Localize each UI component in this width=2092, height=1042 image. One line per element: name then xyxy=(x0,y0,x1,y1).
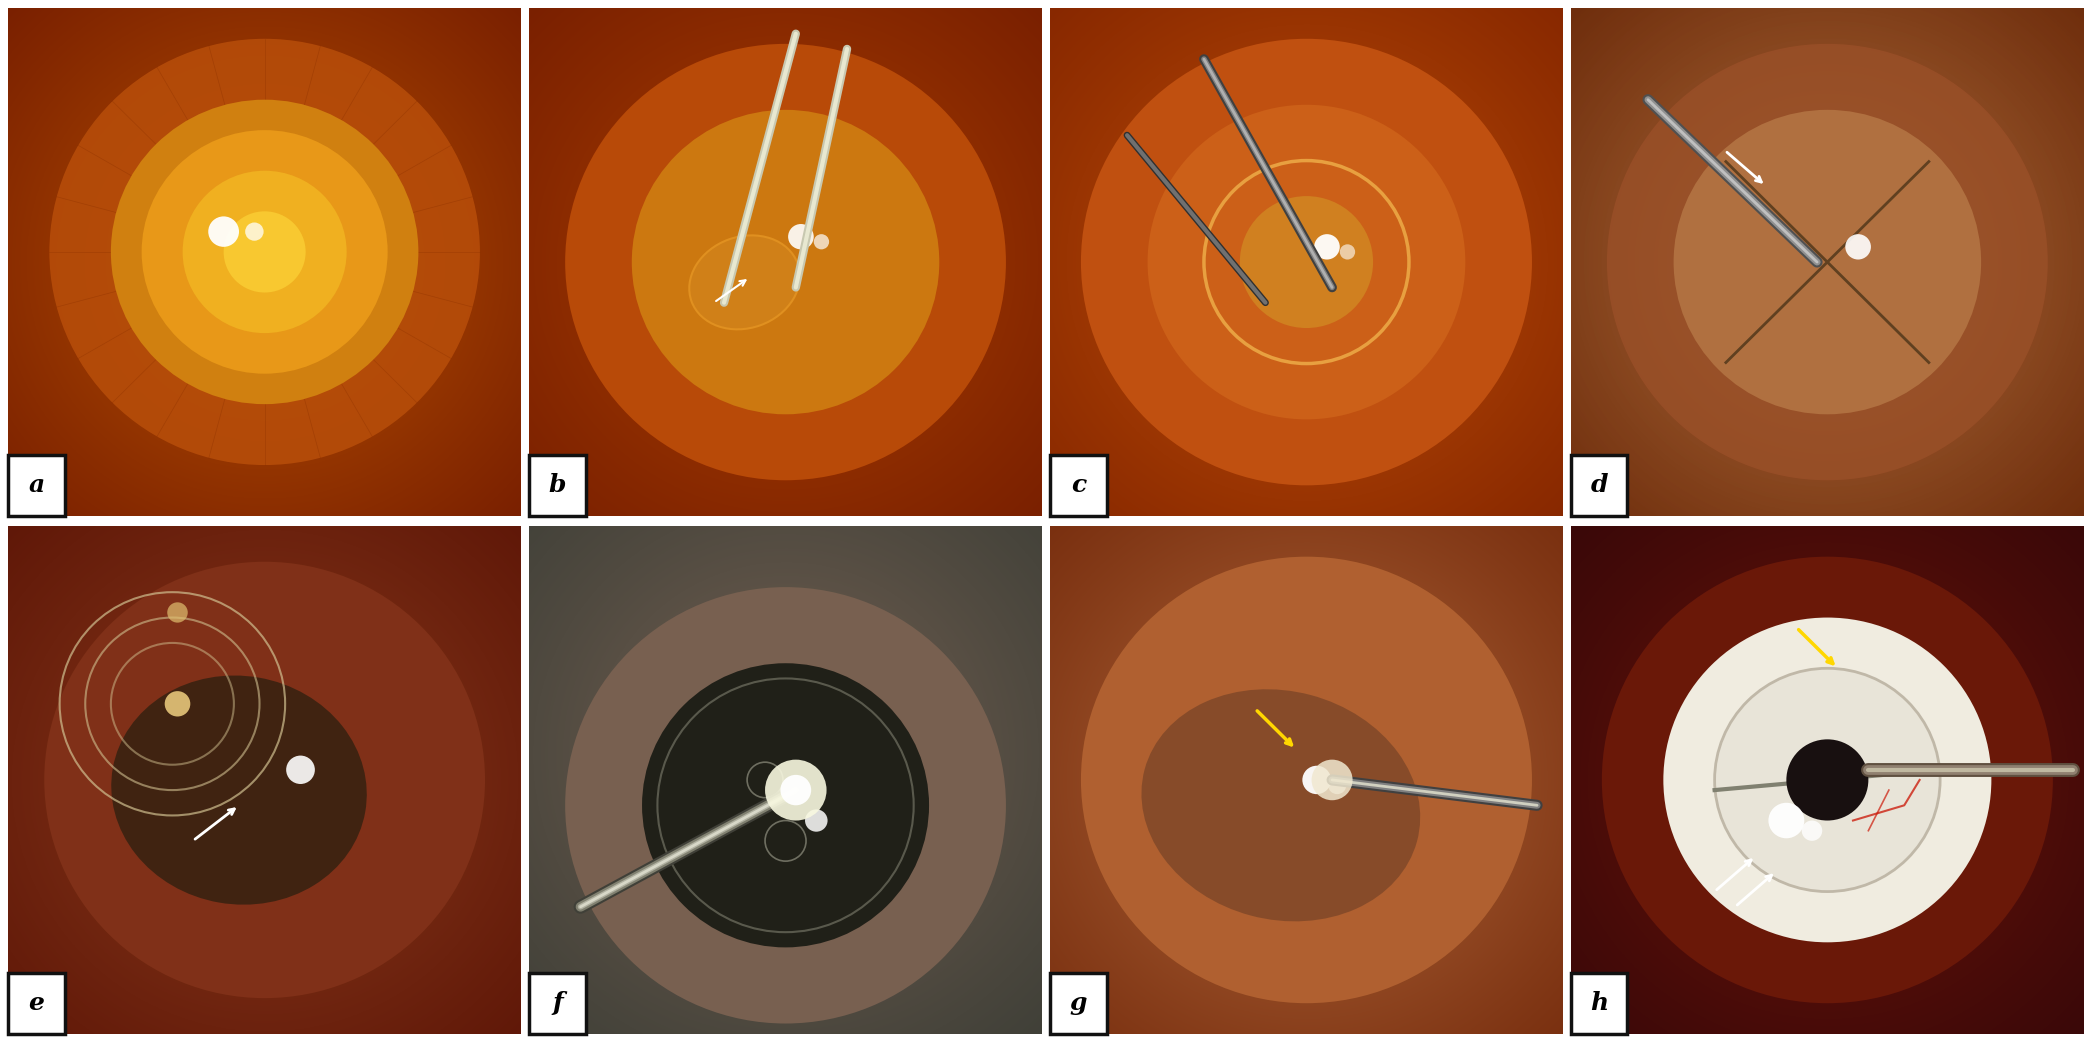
Circle shape xyxy=(1339,244,1356,259)
Circle shape xyxy=(565,587,1006,1023)
Circle shape xyxy=(182,171,347,333)
Circle shape xyxy=(1149,105,1464,419)
Circle shape xyxy=(565,44,1006,480)
Circle shape xyxy=(167,602,188,623)
Circle shape xyxy=(780,775,812,805)
Circle shape xyxy=(142,130,387,374)
FancyBboxPatch shape xyxy=(1571,455,1628,516)
Circle shape xyxy=(209,217,238,247)
Circle shape xyxy=(287,755,316,784)
FancyBboxPatch shape xyxy=(529,455,586,516)
Text: e: e xyxy=(29,991,44,1015)
Circle shape xyxy=(1674,109,1981,415)
Circle shape xyxy=(1241,196,1372,328)
Circle shape xyxy=(814,234,828,249)
Circle shape xyxy=(50,39,479,465)
Circle shape xyxy=(642,663,929,947)
Ellipse shape xyxy=(688,235,799,329)
Text: g: g xyxy=(1069,991,1088,1015)
Circle shape xyxy=(1082,556,1531,1003)
Circle shape xyxy=(165,691,190,717)
Circle shape xyxy=(1328,776,1347,794)
Circle shape xyxy=(1801,820,1822,841)
Ellipse shape xyxy=(111,675,366,904)
Text: h: h xyxy=(1590,991,1609,1015)
FancyBboxPatch shape xyxy=(529,973,586,1034)
Circle shape xyxy=(632,109,939,415)
Circle shape xyxy=(1303,766,1331,794)
Circle shape xyxy=(245,223,264,241)
Text: b: b xyxy=(548,473,567,497)
Circle shape xyxy=(1845,234,1870,259)
Circle shape xyxy=(1715,668,1939,892)
Circle shape xyxy=(1312,760,1354,800)
Circle shape xyxy=(1602,556,2052,1003)
Circle shape xyxy=(44,562,485,998)
Circle shape xyxy=(1768,802,1803,839)
Text: d: d xyxy=(1590,473,1609,497)
Text: a: a xyxy=(29,473,44,497)
Circle shape xyxy=(766,760,826,820)
FancyBboxPatch shape xyxy=(1050,455,1107,516)
Circle shape xyxy=(805,810,828,832)
Circle shape xyxy=(224,212,305,293)
Circle shape xyxy=(1607,44,2048,480)
FancyBboxPatch shape xyxy=(8,455,65,516)
Text: c: c xyxy=(1071,473,1086,497)
Circle shape xyxy=(1314,234,1339,259)
Circle shape xyxy=(111,100,418,404)
Circle shape xyxy=(789,224,814,249)
FancyBboxPatch shape xyxy=(8,973,65,1034)
Circle shape xyxy=(1082,39,1531,486)
Circle shape xyxy=(1787,740,1868,820)
FancyBboxPatch shape xyxy=(1050,973,1107,1034)
Ellipse shape xyxy=(1142,689,1420,921)
FancyBboxPatch shape xyxy=(1571,973,1628,1034)
Text: f: f xyxy=(552,991,563,1015)
Circle shape xyxy=(1663,618,1992,942)
